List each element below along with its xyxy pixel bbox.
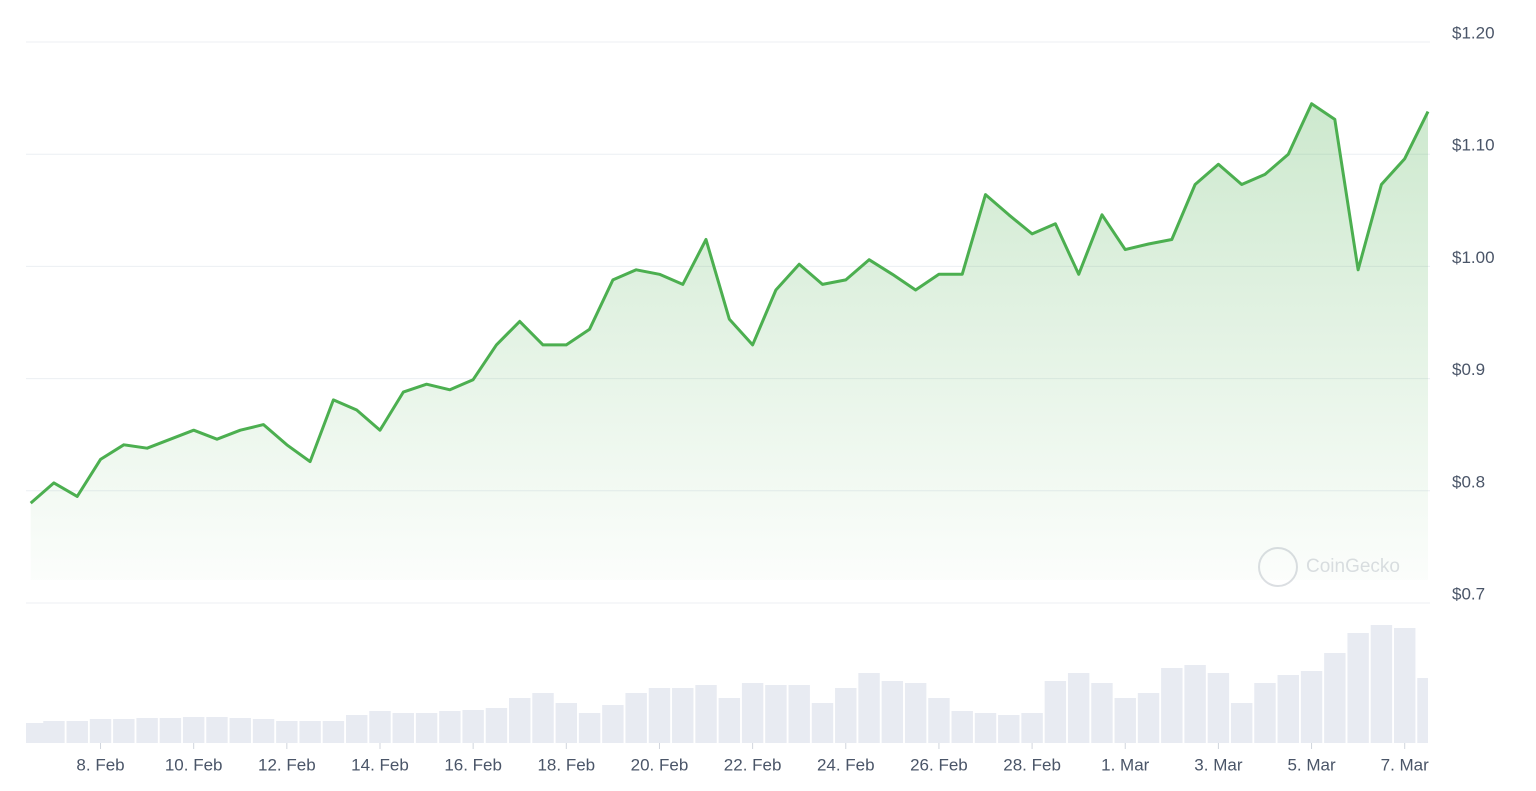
- volume-bar: [113, 719, 135, 743]
- volume-bar: [718, 698, 741, 743]
- volume-bar: [998, 715, 1020, 743]
- volume-bar: [1230, 703, 1253, 743]
- volume-bar: [1091, 683, 1113, 743]
- price-line: [29, 102, 1430, 505]
- volume-bar: [369, 711, 391, 743]
- volume-bar: [951, 711, 973, 743]
- volume-bar: [974, 713, 997, 743]
- watermark-logo: [1258, 547, 1298, 587]
- volume-bar: [578, 713, 601, 743]
- volume-bar: [1137, 693, 1160, 743]
- volume-bar: [26, 723, 48, 743]
- y-tick-label: $1.00: [1452, 248, 1495, 267]
- volume-bar: [229, 718, 251, 743]
- volume-bar: [765, 685, 787, 743]
- volume-bar: [788, 685, 810, 743]
- watermark: CoinGecko: [1258, 547, 1400, 587]
- y-tick-label: $0.8: [1452, 472, 1485, 491]
- x-tick-label: 20. Feb: [631, 755, 689, 774]
- volume-bar: [1161, 668, 1183, 743]
- volume-bar: [1417, 678, 1428, 743]
- x-tick-label: 22. Feb: [724, 755, 782, 774]
- volume-bar: [299, 721, 321, 743]
- volume-bar: [532, 693, 554, 743]
- x-tick-label: 28. Feb: [1003, 755, 1061, 774]
- x-tick-label: 3. Mar: [1194, 755, 1243, 774]
- volume-bar: [136, 718, 158, 743]
- volume-bar: [904, 683, 927, 743]
- x-tick-label: 14. Feb: [351, 755, 409, 774]
- y-tick-label: $0.7: [1452, 584, 1485, 603]
- volume-bar: [1393, 628, 1416, 743]
- volume-bar: [625, 693, 647, 743]
- volume-bar: [182, 717, 205, 743]
- y-tick-label: $0.9: [1452, 360, 1485, 379]
- volume-bar: [741, 683, 764, 743]
- volume-bar: [1324, 653, 1346, 743]
- volume-bar: [159, 718, 182, 743]
- volume-bar: [1207, 673, 1230, 743]
- volume-bar: [345, 715, 368, 743]
- volume-bar: [928, 698, 950, 743]
- volume-bar: [276, 721, 298, 743]
- volume-bar: [1044, 681, 1067, 743]
- volume-bar: [415, 713, 438, 743]
- volume-bar: [392, 713, 414, 743]
- volume-bar: [881, 681, 904, 743]
- volume-bar: [206, 717, 228, 743]
- volume-bar: [1067, 673, 1090, 743]
- x-tick-label: 12. Feb: [258, 755, 316, 774]
- volume-bar: [811, 703, 834, 743]
- x-tick-label: 10. Feb: [165, 755, 223, 774]
- volume-bar: [1021, 713, 1043, 743]
- volume-bar: [1254, 683, 1276, 743]
- volume-bar: [555, 703, 578, 743]
- watermark-text: CoinGecko: [1306, 556, 1400, 577]
- x-tick-label: 1. Mar: [1101, 755, 1150, 774]
- price-area: [30, 103, 1429, 580]
- volume-bar: [485, 708, 508, 743]
- volume-bar: [89, 719, 112, 743]
- volume-bar: [695, 685, 717, 743]
- volume-bar: [835, 688, 857, 743]
- x-tick-label: 5. Mar: [1287, 755, 1336, 774]
- volume-bar: [462, 710, 484, 743]
- volume-bar: [439, 711, 461, 743]
- volume-bar: [1370, 625, 1393, 743]
- volume-bar: [43, 721, 65, 743]
- y-tick-label: $1.20: [1452, 23, 1495, 42]
- x-tick-label: 7. Mar: [1381, 755, 1430, 774]
- x-tick-label: 8. Feb: [76, 755, 124, 774]
- x-tick-label: 16. Feb: [444, 755, 502, 774]
- volume-bar: [1277, 675, 1299, 743]
- x-tick-label: 26. Feb: [910, 755, 968, 774]
- volume-bar: [322, 721, 345, 743]
- volume-bar: [672, 688, 694, 743]
- volume-bar: [648, 688, 671, 743]
- volume-bar: [509, 698, 531, 743]
- y-tick-label: $1.10: [1452, 136, 1495, 155]
- x-tick-label: 24. Feb: [817, 755, 875, 774]
- volume-bar: [602, 705, 624, 743]
- volume-bar: [1300, 671, 1323, 743]
- volume-bar: [1114, 698, 1136, 743]
- volume-bar: [252, 719, 275, 743]
- volume-bar: [858, 673, 880, 743]
- volume-bar: [1184, 665, 1206, 743]
- x-tick-label: 18. Feb: [537, 755, 595, 774]
- volume-bar: [1347, 633, 1369, 743]
- volume-bar: [66, 721, 88, 743]
